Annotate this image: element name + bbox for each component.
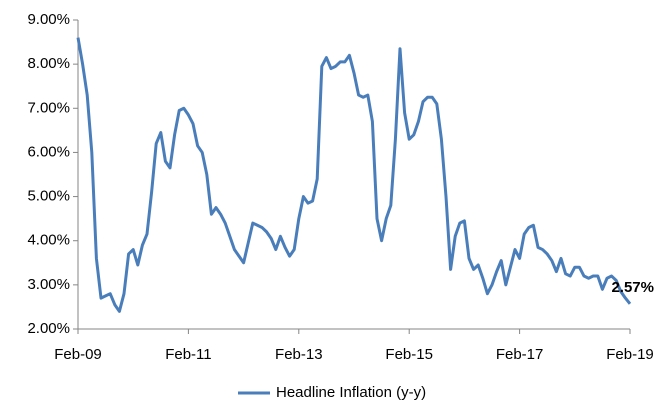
y-tick-label: 6.00% bbox=[27, 143, 70, 160]
x-tick-label: Feb-11 bbox=[165, 346, 211, 363]
x-tick-label: Feb-09 bbox=[54, 346, 102, 363]
y-tick-label: 5.00% bbox=[27, 188, 70, 205]
x-tick-label: Feb-15 bbox=[385, 346, 433, 363]
legend-label: Headline Inflation (y-y) bbox=[276, 384, 426, 401]
y-tick-label: 2.00% bbox=[27, 320, 70, 337]
y-tick-label: 4.00% bbox=[27, 232, 70, 249]
y-tick-label: 8.00% bbox=[27, 55, 70, 72]
x-tick-label: Feb-19 bbox=[606, 346, 654, 363]
y-tick-label: 7.00% bbox=[27, 99, 70, 116]
line bbox=[76, 37, 632, 313]
x-tick-label: Feb-17 bbox=[496, 346, 544, 363]
y-tick-label: 9.00% bbox=[27, 11, 70, 28]
data-label: 2.57% bbox=[611, 279, 654, 296]
x-tick-label: Feb-13 bbox=[275, 346, 323, 363]
y-tick-label: 3.00% bbox=[27, 276, 70, 293]
